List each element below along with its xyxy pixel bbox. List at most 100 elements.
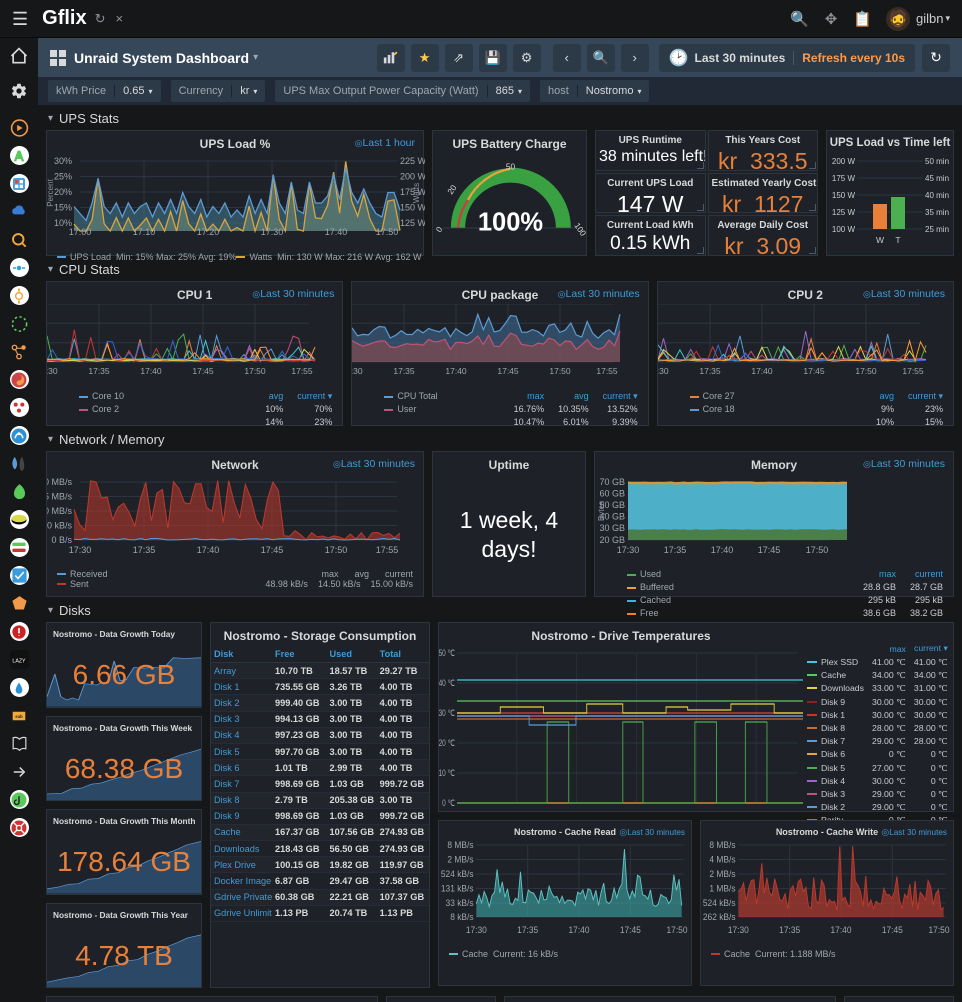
svg-text:30 GB: 30 GB — [599, 523, 625, 533]
svg-text:125 W: 125 W — [832, 208, 856, 217]
svg-text:17:00: 17:00 — [69, 227, 92, 237]
svg-text:50: 50 — [506, 163, 516, 172]
svg-text:17:35: 17:35 — [664, 545, 687, 555]
svg-text:17:35: 17:35 — [394, 366, 416, 376]
svg-text:17:35: 17:35 — [779, 925, 800, 935]
svg-text:60 GB: 60 GB — [599, 489, 625, 499]
svg-text:0 ℃: 0 ℃ — [442, 798, 455, 808]
svg-text:T: T — [895, 235, 900, 245]
svg-text:20 ℃: 20 ℃ — [439, 738, 455, 748]
svg-text:17:35: 17:35 — [509, 809, 526, 810]
svg-text:17:35: 17:35 — [133, 545, 156, 555]
svg-text:1.5 MB/s: 1.5 MB/s — [47, 492, 72, 502]
svg-text:17:55: 17:55 — [291, 366, 313, 376]
svg-text:30%: 30% — [54, 156, 72, 166]
svg-text:17:45: 17:45 — [192, 366, 214, 376]
svg-text:17:55: 17:55 — [597, 366, 619, 376]
svg-text:2 MB/s: 2 MB/s — [447, 854, 474, 864]
svg-text:20: 20 — [446, 183, 459, 196]
svg-text:17:50: 17:50 — [806, 545, 829, 555]
svg-text:17:40: 17:40 — [140, 366, 162, 376]
svg-text:17:50: 17:50 — [325, 545, 348, 555]
svg-text:17:50: 17:50 — [550, 366, 572, 376]
svg-text:1 MB/s: 1 MB/s — [709, 883, 736, 893]
svg-text:17:40: 17:40 — [197, 545, 220, 555]
svg-text:17:30: 17:30 — [352, 366, 363, 376]
svg-text:17:45: 17:45 — [620, 925, 641, 935]
svg-text:50 min: 50 min — [925, 157, 949, 166]
svg-text:17:10: 17:10 — [133, 227, 156, 237]
svg-text:17:30: 17:30 — [47, 366, 58, 376]
svg-text:8 kB/s: 8 kB/s — [450, 912, 474, 922]
svg-text:0: 0 — [434, 225, 444, 234]
svg-text:17:20: 17:20 — [197, 227, 220, 237]
svg-text:17:30: 17:30 — [69, 545, 92, 555]
svg-text:W: W — [876, 235, 884, 245]
svg-text:17:35: 17:35 — [88, 366, 110, 376]
svg-text:17:30: 17:30 — [449, 809, 466, 810]
svg-text:200 W: 200 W — [400, 172, 425, 182]
svg-text:17:40: 17:40 — [446, 366, 468, 376]
svg-text:17:40: 17:40 — [569, 925, 590, 935]
svg-text:131 kB/s: 131 kB/s — [441, 883, 474, 893]
svg-text:17:45: 17:45 — [498, 366, 520, 376]
svg-text:8 MB/s: 8 MB/s — [447, 840, 474, 850]
svg-text:45 min: 45 min — [925, 174, 949, 183]
svg-text:17:40: 17:40 — [711, 545, 734, 555]
svg-text:50 ℃: 50 ℃ — [439, 648, 455, 658]
svg-text:10 ℃: 10 ℃ — [439, 768, 455, 778]
svg-text:225 W: 225 W — [400, 156, 425, 166]
svg-text:20%: 20% — [54, 187, 72, 197]
svg-text:sub: sub — [15, 714, 23, 719]
svg-text:LAZY: LAZY — [12, 658, 26, 664]
svg-text:100%: 100% — [478, 208, 543, 236]
svg-text:17:45: 17:45 — [261, 545, 284, 555]
svg-text:40 min: 40 min — [925, 191, 949, 200]
svg-text:17:35: 17:35 — [517, 925, 538, 935]
svg-text:17:45: 17:45 — [803, 366, 825, 376]
svg-text:262 kB/s: 262 kB/s — [703, 912, 736, 922]
svg-text:17:30: 17:30 — [617, 545, 640, 555]
svg-text:35 min: 35 min — [925, 208, 949, 217]
svg-text:2 MB/s: 2 MB/s — [709, 869, 736, 879]
svg-text:Watts: Watts — [412, 183, 421, 203]
svg-text:40 ℃: 40 ℃ — [439, 678, 455, 688]
svg-text:17:30: 17:30 — [658, 366, 669, 376]
svg-text:100: 100 — [572, 221, 588, 238]
svg-text:17:45: 17:45 — [758, 545, 781, 555]
svg-text:17:40: 17:40 — [751, 366, 773, 376]
svg-text:175 W: 175 W — [832, 174, 856, 183]
svg-text:4 MB/s: 4 MB/s — [709, 854, 736, 864]
svg-text:33 kB/s: 33 kB/s — [446, 898, 475, 908]
svg-text:524 kB/s: 524 kB/s — [441, 869, 474, 879]
svg-text:100 W: 100 W — [832, 225, 856, 234]
svg-text:17:40: 17:40 — [569, 809, 586, 810]
svg-text:17:50: 17:50 — [376, 227, 399, 237]
svg-text:17:40: 17:40 — [831, 925, 852, 935]
svg-text:17:45: 17:45 — [628, 809, 645, 810]
svg-text:30 ℃: 30 ℃ — [439, 708, 455, 718]
svg-text:Percent: Percent — [47, 178, 55, 206]
svg-text:125 W: 125 W — [400, 218, 425, 228]
svg-text:17:45: 17:45 — [882, 925, 903, 935]
svg-text:17:50: 17:50 — [855, 366, 877, 376]
svg-text:8 MB/s: 8 MB/s — [709, 840, 736, 850]
svg-text:500 kB/s: 500 kB/s — [47, 521, 72, 531]
svg-text:524 kB/s: 524 kB/s — [703, 898, 736, 908]
svg-text:200 W: 200 W — [832, 157, 856, 166]
svg-text:17:50: 17:50 — [929, 925, 950, 935]
svg-text:17:30: 17:30 — [466, 925, 487, 935]
svg-text:17:55: 17:55 — [748, 809, 765, 810]
svg-text:17:55: 17:55 — [902, 366, 924, 376]
svg-text:70 GB: 70 GB — [599, 477, 625, 487]
svg-text:20 GB: 20 GB — [599, 535, 625, 545]
svg-text:1.0 MB/s: 1.0 MB/s — [47, 506, 72, 516]
svg-text:17:30: 17:30 — [728, 925, 749, 935]
svg-text:17:35: 17:35 — [699, 366, 721, 376]
svg-text:25 min: 25 min — [925, 225, 949, 234]
svg-text:17:50: 17:50 — [667, 925, 688, 935]
svg-text:17:50: 17:50 — [688, 809, 705, 810]
svg-text:150 W: 150 W — [832, 191, 856, 200]
svg-text:25%: 25% — [54, 172, 72, 182]
svg-text:2.0 MB/s: 2.0 MB/s — [47, 477, 72, 487]
